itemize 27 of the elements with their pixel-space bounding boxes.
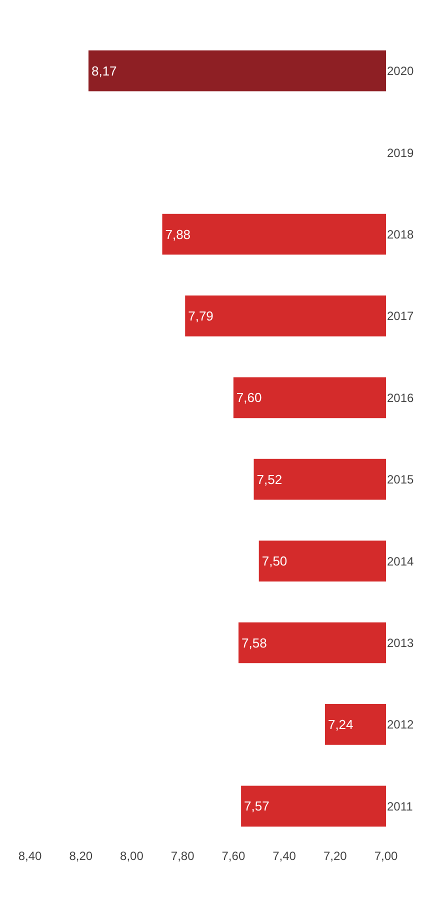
- x-tick-label: 8,20: [69, 849, 93, 863]
- y-tick-label: 2012: [387, 718, 414, 732]
- data-label: 7,58: [242, 635, 267, 650]
- x-tick-label: 7,60: [222, 849, 246, 863]
- data-label: 7,60: [236, 390, 262, 406]
- y-tick-label: 2017: [387, 309, 414, 324]
- x-tick-label: 8,00: [120, 849, 144, 863]
- y-tick-label: 2019: [387, 146, 414, 160]
- data-label: 7,52: [256, 472, 282, 487]
- y-tick-label: 2014: [387, 554, 414, 568]
- data-label: 7,24: [328, 716, 354, 732]
- x-tick-label: 8,40: [18, 849, 42, 863]
- x-tick-label: 7,20: [323, 849, 348, 863]
- x-tick-label: 7,00: [374, 849, 398, 863]
- data-label: 7,50: [262, 554, 288, 569]
- x-tick-label: 7,80: [170, 849, 195, 863]
- y-tick-label: 2018: [387, 227, 414, 242]
- y-tick-label: 2015: [387, 472, 414, 487]
- y-tick-label: 2016: [387, 390, 414, 405]
- data-label: 7,79: [188, 308, 214, 324]
- y-tick-label: 2020: [387, 64, 414, 78]
- y-tick-label: 2013: [387, 636, 414, 650]
- data-label: 7,57: [244, 798, 270, 814]
- y-tick-label: 2011: [387, 799, 414, 814]
- data-label: 8,17: [91, 63, 117, 78]
- x-tick-label: 7,40: [272, 849, 296, 863]
- data-label: 7,88: [165, 226, 191, 242]
